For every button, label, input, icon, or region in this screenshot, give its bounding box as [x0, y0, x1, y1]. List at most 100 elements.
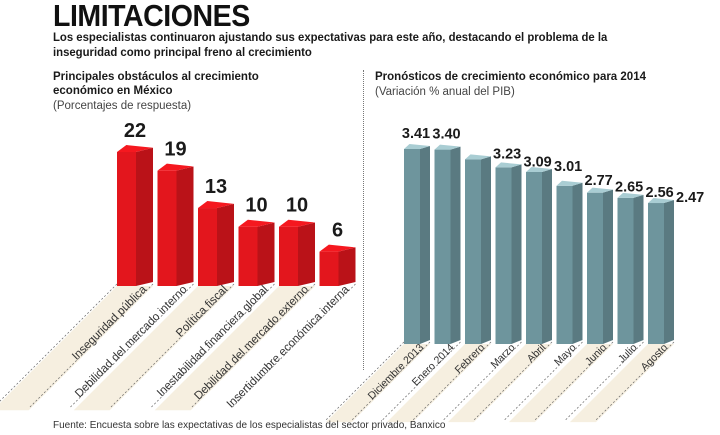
- bar-front-face: [279, 226, 298, 286]
- right-value-label: 2.77: [585, 173, 613, 189]
- bar-front-face: [587, 192, 603, 344]
- bar-top-face: [526, 166, 552, 172]
- left-bar: 13: [198, 176, 234, 286]
- bar-front-face: [238, 226, 258, 286]
- bar-side-face: [572, 182, 583, 344]
- right-bar: 3.01: [526, 159, 582, 344]
- category-separator: [150, 283, 275, 409]
- category-stripe: [569, 344, 674, 423]
- left-bar: 10: [279, 195, 315, 286]
- right-value-label: 2.56: [646, 185, 674, 201]
- left-value-label: 22: [124, 120, 146, 142]
- chart-divider: [363, 70, 364, 370]
- bar-front-face: [198, 208, 217, 286]
- bar-side-face: [298, 222, 315, 286]
- bar-side-face: [542, 168, 552, 344]
- right-bar: 2.65: [587, 180, 643, 344]
- left-value-label: 10: [286, 195, 308, 217]
- page-subtitle: Los especialistas continuaron ajustando …: [53, 30, 608, 59]
- bar-side-face: [511, 164, 522, 344]
- right-chart-title: Pronósticos de crecimiento económico par…: [375, 71, 646, 83]
- left-value-label: 6: [332, 220, 343, 242]
- right-chart-subtitle: (Variación % anual del PIB): [375, 86, 515, 98]
- page-title: LIMITACIONES: [53, 0, 250, 33]
- bar-front-face: [157, 170, 177, 286]
- category-separator: [412, 341, 492, 421]
- bar-side-face: [338, 247, 356, 286]
- bar-side-face: [420, 146, 430, 344]
- bar-top-face: [434, 144, 461, 150]
- left-bar: 6: [319, 220, 356, 286]
- category-separator: [473, 341, 553, 421]
- bar-top-face: [198, 201, 234, 209]
- right-bar: 3.41: [402, 126, 430, 344]
- bar-top-face: [238, 219, 275, 227]
- bar-top-face: [465, 154, 491, 160]
- right-bar: 2.56: [617, 185, 674, 344]
- left-chart-title: Principales obstáculos al crecimiento ec…: [53, 71, 259, 97]
- bar-front-face: [465, 159, 481, 344]
- category-stripe: [386, 344, 491, 423]
- source-note: Fuente: Encuesta sobre las expectativas …: [53, 420, 446, 431]
- bar-top-face: [556, 180, 583, 186]
- bar-side-face: [481, 156, 491, 344]
- bar-top-face: [404, 144, 430, 149]
- left-bar: 22: [117, 120, 153, 286]
- bar-top-face: [617, 192, 644, 198]
- category-separator: [190, 283, 316, 409]
- bar-top-face: [587, 187, 613, 193]
- bar-front-face: [617, 197, 634, 344]
- right-value-label: 2.65: [615, 180, 643, 196]
- right-chart-header: Pronósticos de crecimiento económico par…: [375, 70, 705, 99]
- category-separator: [351, 341, 431, 421]
- bar-side-face: [664, 200, 674, 344]
- bar-side-face: [217, 203, 234, 286]
- bar-side-face: [603, 189, 613, 344]
- category-stripe: [73, 286, 234, 411]
- left-bar: 10: [238, 195, 275, 286]
- left-value-label: 13: [205, 176, 227, 198]
- bar-top-face: [495, 162, 522, 168]
- left-bar: 19: [157, 139, 194, 286]
- right-value-label: 3.01: [554, 159, 582, 175]
- bar-top-face: [648, 198, 674, 204]
- bar-side-face: [633, 194, 644, 344]
- category-stripe: [447, 344, 552, 423]
- category-separator: [28, 283, 154, 409]
- category-separator: [0, 283, 118, 402]
- category-separator: [325, 341, 405, 421]
- category-separator: [231, 283, 356, 409]
- category-separator: [504, 341, 583, 421]
- left-value-label: 10: [245, 195, 267, 217]
- category-separator: [534, 341, 614, 421]
- category-separator: [565, 341, 644, 421]
- bar-top-face: [319, 244, 356, 252]
- bar-front-face: [319, 251, 339, 286]
- right-value-label: 3.40: [432, 127, 460, 143]
- category-stripe: [154, 286, 315, 411]
- bar-front-face: [556, 185, 573, 344]
- right-bar: 3.40: [432, 127, 461, 344]
- left-chart-subtitle: (Porcentajes de respuesta): [53, 100, 192, 112]
- right-value-label: 3.09: [524, 154, 552, 170]
- bar-side-face: [257, 222, 275, 286]
- left-value-label: 19: [164, 139, 186, 161]
- bar-side-face: [176, 166, 194, 286]
- right-bar: 2.77: [556, 173, 613, 344]
- category-stripe: [325, 344, 430, 423]
- right-value-label: 3.23: [493, 146, 521, 162]
- bar-front-face: [117, 152, 136, 286]
- bar-top-face: [157, 163, 194, 171]
- category-separator: [443, 341, 522, 421]
- bar-front-face: [495, 167, 512, 344]
- bar-front-face: [648, 203, 664, 344]
- bar-front-face: [404, 149, 420, 344]
- bar-side-face: [450, 146, 461, 344]
- bar-front-face: [434, 149, 451, 344]
- bar-top-face: [117, 145, 153, 152]
- bar-top-face: [279, 219, 315, 227]
